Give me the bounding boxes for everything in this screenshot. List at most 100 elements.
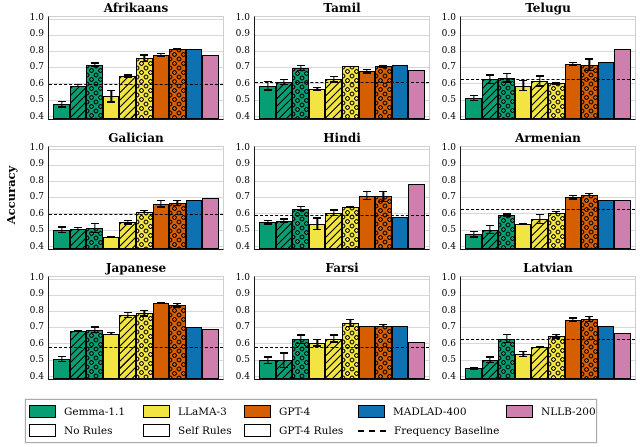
y-tick-label: 0.7 bbox=[441, 62, 456, 73]
legend-label: Gemma-1.1 bbox=[64, 405, 126, 418]
error-bar bbox=[535, 345, 544, 348]
gridline bbox=[49, 148, 223, 150]
y-axis-ticks: 0.4 0.5 0.6 0.7 0.8 0.9 1.0 bbox=[22, 143, 46, 252]
error-bar bbox=[486, 356, 495, 363]
gridline bbox=[255, 310, 429, 312]
bar-gemma-1-1-gpt-4-rules bbox=[292, 68, 309, 119]
error-bar-cap bbox=[123, 76, 132, 78]
y-tick-label: 0.7 bbox=[29, 62, 44, 73]
error-bar bbox=[585, 315, 594, 323]
bar-llama-3-gpt-4-rules bbox=[548, 83, 565, 119]
error-bar-cap bbox=[585, 193, 594, 195]
error-bar-cap bbox=[90, 65, 99, 68]
error-bar-cap bbox=[90, 231, 99, 233]
error-bar-cap bbox=[568, 317, 577, 319]
error-bar-line bbox=[60, 101, 63, 108]
bar-gemma-1-1-self-rules bbox=[481, 229, 499, 249]
legend-item-nllb-200: NLLB-200 bbox=[506, 404, 596, 419]
error-bar-cap bbox=[263, 80, 272, 83]
error-bar bbox=[263, 356, 272, 365]
gridline bbox=[49, 294, 223, 296]
bar-gemma-1-1-self-rules bbox=[69, 331, 87, 379]
error-bar-cap bbox=[585, 58, 594, 60]
error-bar-cap bbox=[140, 210, 149, 212]
gridline bbox=[461, 278, 635, 280]
error-bar bbox=[140, 54, 149, 63]
y-tick-label: 0.4 bbox=[29, 371, 44, 382]
subplot-tamil: Tamil 0.4 0.5 0.6 0.7 0.8 0.9 1.0 bbox=[228, 2, 434, 132]
error-bar-cap bbox=[552, 337, 561, 339]
error-bar-line bbox=[283, 352, 285, 369]
error-bar bbox=[329, 334, 338, 343]
bar-gemma-1-1-self-rules bbox=[69, 85, 87, 119]
error-bar-line bbox=[300, 206, 302, 211]
dashed-line-sample bbox=[358, 429, 386, 432]
legend-item-madlad-400: MADLAD-400 bbox=[358, 404, 467, 419]
plot-area bbox=[254, 16, 430, 120]
error-bar-cap bbox=[123, 311, 132, 314]
error-bar-line bbox=[539, 75, 541, 87]
gridline bbox=[461, 197, 635, 199]
subplot-body: 0.4 0.5 0.6 0.7 0.8 0.9 1.0 bbox=[22, 13, 228, 122]
error-bar-line bbox=[316, 217, 318, 231]
error-bar bbox=[552, 81, 561, 85]
gridline bbox=[255, 164, 429, 166]
bar-madlad-400 bbox=[597, 199, 615, 249]
subplot-title: Armenian bbox=[515, 131, 581, 145]
gridline bbox=[461, 310, 635, 312]
legend-swatch-no-rules bbox=[29, 424, 56, 437]
error-bar-cap bbox=[296, 334, 305, 336]
error-bar-cap bbox=[74, 227, 83, 229]
subplot-body: 0.4 0.5 0.6 0.7 0.8 0.9 1.0 bbox=[22, 273, 228, 382]
error-bar-cap bbox=[329, 76, 338, 78]
error-bar-cap bbox=[90, 326, 99, 328]
subplot-title: Telugu bbox=[525, 1, 571, 15]
error-bar-cap bbox=[57, 360, 66, 362]
y-tick-label: 0.9 bbox=[235, 29, 250, 40]
bar-llama-3-self-rules bbox=[325, 338, 342, 379]
y-tick-label: 0.9 bbox=[29, 159, 44, 170]
subplot-grid: Afrikaans 0.4 0.5 0.6 0.7 0.8 0.9 1.0 Tamil 0.4 0.… bbox=[22, 2, 640, 392]
error-bar-cap bbox=[469, 368, 478, 371]
error-bar-cap bbox=[173, 306, 182, 308]
frequency-baseline bbox=[49, 214, 223, 216]
gridline bbox=[49, 164, 223, 166]
y-tick-label: 0.5 bbox=[29, 95, 44, 106]
y-tick-label: 0.8 bbox=[235, 45, 250, 56]
error-bar-cap bbox=[107, 236, 116, 238]
subplot-title: Farsi bbox=[325, 261, 359, 275]
y-axis-ticks: 0.4 0.5 0.6 0.7 0.8 0.9 1.0 bbox=[228, 13, 252, 122]
error-bar bbox=[486, 224, 495, 235]
error-bar-line bbox=[382, 190, 384, 203]
y-tick-label: 0.4 bbox=[235, 241, 250, 252]
bar-gemma-1-1-gpt-4-rules bbox=[498, 77, 515, 119]
error-bar-cap bbox=[74, 229, 83, 231]
error-bar bbox=[90, 326, 99, 333]
legend-swatch-gpt-4-rules bbox=[244, 424, 271, 437]
error-bar bbox=[57, 226, 66, 233]
subplot-title: Japanese bbox=[105, 261, 167, 275]
error-bar-cap bbox=[568, 321, 577, 323]
y-tick-label: 1.0 bbox=[441, 272, 456, 283]
y-tick-label: 0.8 bbox=[29, 175, 44, 186]
legend-label: GPT-4 Rules bbox=[279, 424, 344, 437]
error-bar-cap bbox=[362, 325, 371, 328]
legend: Gemma-1.1 LLaMA-3 GPT-4 MADLAD-400 NLLB-200 N… bbox=[25, 399, 597, 443]
error-bar-cap bbox=[90, 331, 99, 333]
error-bar-line bbox=[127, 74, 129, 78]
error-bar-line bbox=[333, 334, 335, 343]
gridline bbox=[461, 180, 635, 182]
error-bar-cap bbox=[90, 62, 99, 64]
bar-llama-3-gpt-4-rules bbox=[548, 336, 565, 379]
error-bar-cap bbox=[156, 52, 165, 54]
bar-gpt-4-no-rules bbox=[358, 326, 376, 379]
bar-llama-3-self-rules bbox=[325, 212, 342, 249]
y-tick-label: 0.7 bbox=[235, 62, 250, 73]
bar-gemma-1-1-no-rules bbox=[259, 85, 276, 119]
error-bar-line bbox=[266, 356, 269, 365]
bar-gpt-4-no-rules bbox=[152, 302, 170, 379]
error-bar bbox=[346, 206, 355, 208]
error-bar-cap bbox=[362, 199, 371, 201]
error-bar bbox=[263, 219, 272, 225]
